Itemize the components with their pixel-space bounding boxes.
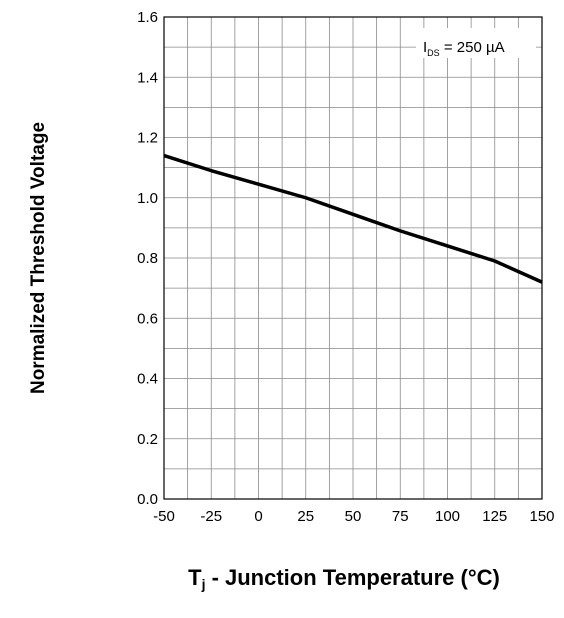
- x-tick-label: 25: [297, 508, 314, 525]
- x-tick-labels: -50 -25 0 25 50 75 100 125 150: [153, 508, 554, 525]
- x-tick-label: 125: [482, 508, 507, 525]
- x-tick-label: 100: [435, 508, 460, 525]
- y-tick-label: 1.6: [137, 9, 158, 26]
- x-tick-label: -25: [200, 508, 222, 525]
- y-tick-label: 0.0: [137, 491, 158, 508]
- x-tick-label: -50: [153, 508, 175, 525]
- threshold-voltage-line: [163, 153, 543, 284]
- x-axis-label: Tj - Junction Temperature (°C): [188, 565, 500, 592]
- x-tick-label: 0: [254, 508, 262, 525]
- y-tick-label: 0.8: [137, 250, 158, 267]
- y-tick-label: 1.4: [137, 69, 158, 86]
- y-tick-label: 0.2: [137, 431, 158, 448]
- y-tick-label: 1.0: [137, 190, 158, 207]
- y-axis-label: Normalized Threshold Voltage: [28, 122, 49, 394]
- x-tick-label: 75: [392, 508, 409, 525]
- annotation-background: [416, 28, 536, 58]
- x-tick-label: 150: [529, 508, 554, 525]
- x-tick-label: 50: [345, 508, 362, 525]
- y-tick-label: 1.2: [137, 130, 158, 147]
- series: [163, 153, 543, 284]
- grid: [164, 17, 542, 499]
- plot-frame: [163, 16, 543, 500]
- annotation-label: IDS = 250 µA: [423, 39, 505, 58]
- y-tick-labels: 0.0 0.2 0.4 0.6 0.8 1.0 1.2 1.4 1.6: [137, 9, 158, 508]
- y-tick-label: 0.6: [137, 310, 158, 327]
- y-tick-label: 0.4: [137, 371, 158, 388]
